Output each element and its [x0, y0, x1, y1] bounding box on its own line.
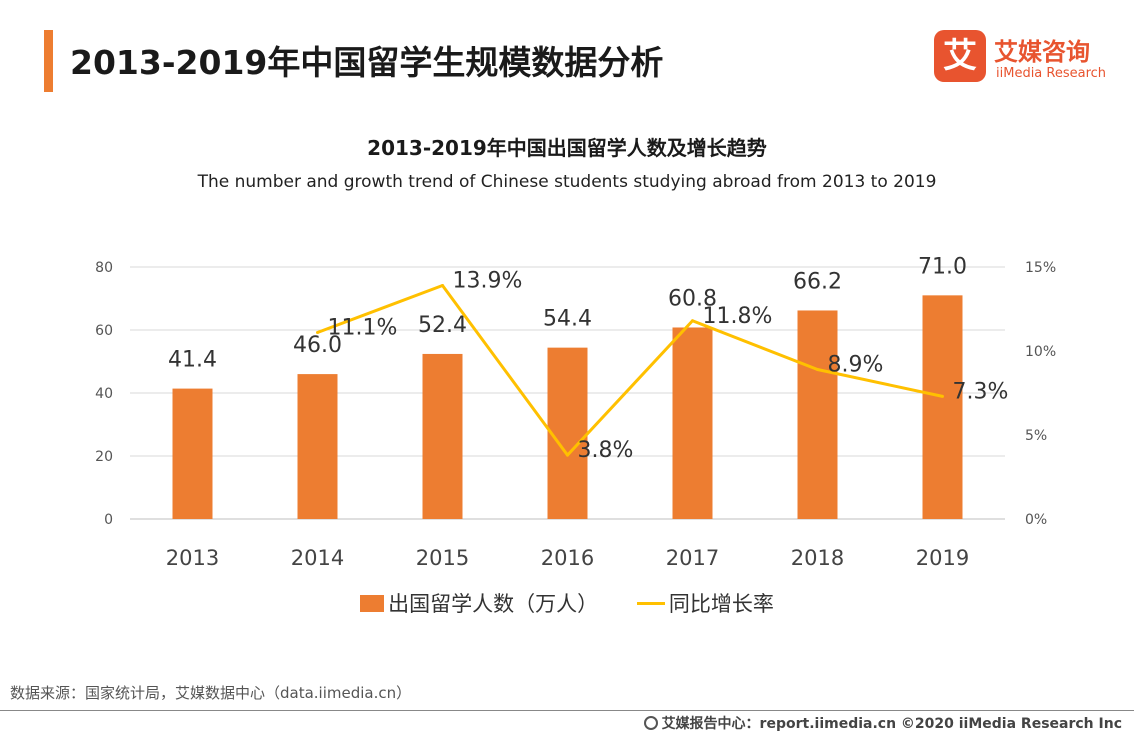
- x-tick-label: 2015: [416, 546, 469, 570]
- x-tick-label: 2018: [791, 546, 844, 570]
- bar-value-label: 60.8: [668, 286, 717, 311]
- growth-line: [316, 283, 943, 457]
- data-source-note: 数据来源：国家统计局，艾媒数据中心（data.iimedia.cn）: [10, 684, 412, 702]
- x-tick-label: 2016: [541, 546, 594, 570]
- growth-value-label: 11.8%: [703, 304, 773, 329]
- combo-chart: 0 20 40 60 80 0% 5% 10% 15% 41.4 46.0 52.4 54.4 60.8 6…: [95, 254, 1056, 570]
- growth-value-label: 11.1%: [328, 316, 398, 341]
- y-left-tick-label: 40: [95, 386, 113, 402]
- globe-icon: [643, 716, 658, 730]
- bar-value-label: 54.4: [543, 307, 592, 332]
- x-tick-label: 2013: [166, 546, 219, 570]
- x-tick-label: 2014: [291, 546, 344, 570]
- bar: [672, 327, 713, 519]
- growth-value-label: 7.3%: [953, 379, 1009, 404]
- growth-point: [316, 331, 319, 335]
- growth-point: [941, 394, 944, 398]
- y-left-tick-label: 80: [95, 260, 113, 276]
- logo-mark-icon: 艾: [934, 30, 986, 82]
- y-left-tick-label: 0: [104, 512, 113, 528]
- growth-value-label: 8.9%: [828, 352, 884, 377]
- legend-item-line[interactable]: 同比增长率: [636, 588, 774, 618]
- bar-value-label: 71.0: [918, 254, 967, 279]
- bar: [547, 347, 588, 519]
- x-tick-label: 2017: [666, 546, 719, 570]
- footer-divider: [0, 710, 1134, 711]
- chart-title: 2013-2019年中国出国留学人数及增长趋势: [367, 136, 767, 160]
- brand-logo[interactable]: 艾 艾媒咨询 iiMedia Research: [934, 30, 1114, 88]
- legend-swatch-bar: [360, 594, 385, 612]
- footer-text: 艾媒报告中心：report.iimedia.cn ©2020 iiMedia R…: [661, 716, 1122, 732]
- bar-value-label: 41.4: [168, 348, 217, 373]
- growth-point: [441, 283, 444, 287]
- bar: [797, 310, 838, 519]
- bar: [422, 353, 463, 519]
- bar-value-label: 46.0: [293, 333, 342, 358]
- bar-value-label: 52.4: [418, 313, 467, 338]
- legend-swatch-line: [636, 601, 665, 605]
- growth-point: [816, 367, 819, 371]
- growth-point: [566, 453, 569, 457]
- bar: [922, 295, 963, 519]
- legend-item-bar[interactable]: 出国留学人数（万人）: [360, 588, 598, 618]
- bar: [172, 388, 213, 519]
- y-left-tick-label: 20: [95, 449, 113, 465]
- legend-label-bar: 出国留学人数（万人）: [388, 592, 599, 616]
- bar-value-label: 66.2: [793, 269, 842, 294]
- y-right-tick-label: 0%: [1025, 512, 1047, 528]
- y-left-tick-label: 60: [95, 323, 113, 339]
- footer: 艾媒报告中心：report.iimedia.cn ©2020 iiMedia R…: [643, 713, 1122, 733]
- x-tick-label: 2019: [916, 546, 969, 570]
- chart-subtitle: The number and growth trend of Chinese s…: [197, 172, 937, 192]
- growth-value-label: 3.8%: [578, 438, 634, 463]
- y-right-tick-label: 10%: [1025, 344, 1056, 360]
- logo-name-cn: 艾媒咨询: [994, 38, 1090, 66]
- page-title: 2013-2019年中国留学生规模数据分析: [70, 43, 664, 82]
- chart-legend: 出国留学人数（万人） 同比增长率: [0, 588, 1134, 618]
- growth-point: [691, 319, 694, 323]
- legend-label-line: 同比增长率: [668, 592, 774, 616]
- bar: [297, 374, 338, 519]
- y-right-tick-label: 15%: [1025, 260, 1056, 276]
- logo-name-en: iiMedia Research: [996, 66, 1107, 81]
- title-accent-bar: [44, 30, 53, 92]
- growth-value-label: 13.9%: [453, 268, 523, 293]
- y-right-tick-label: 5%: [1025, 428, 1047, 444]
